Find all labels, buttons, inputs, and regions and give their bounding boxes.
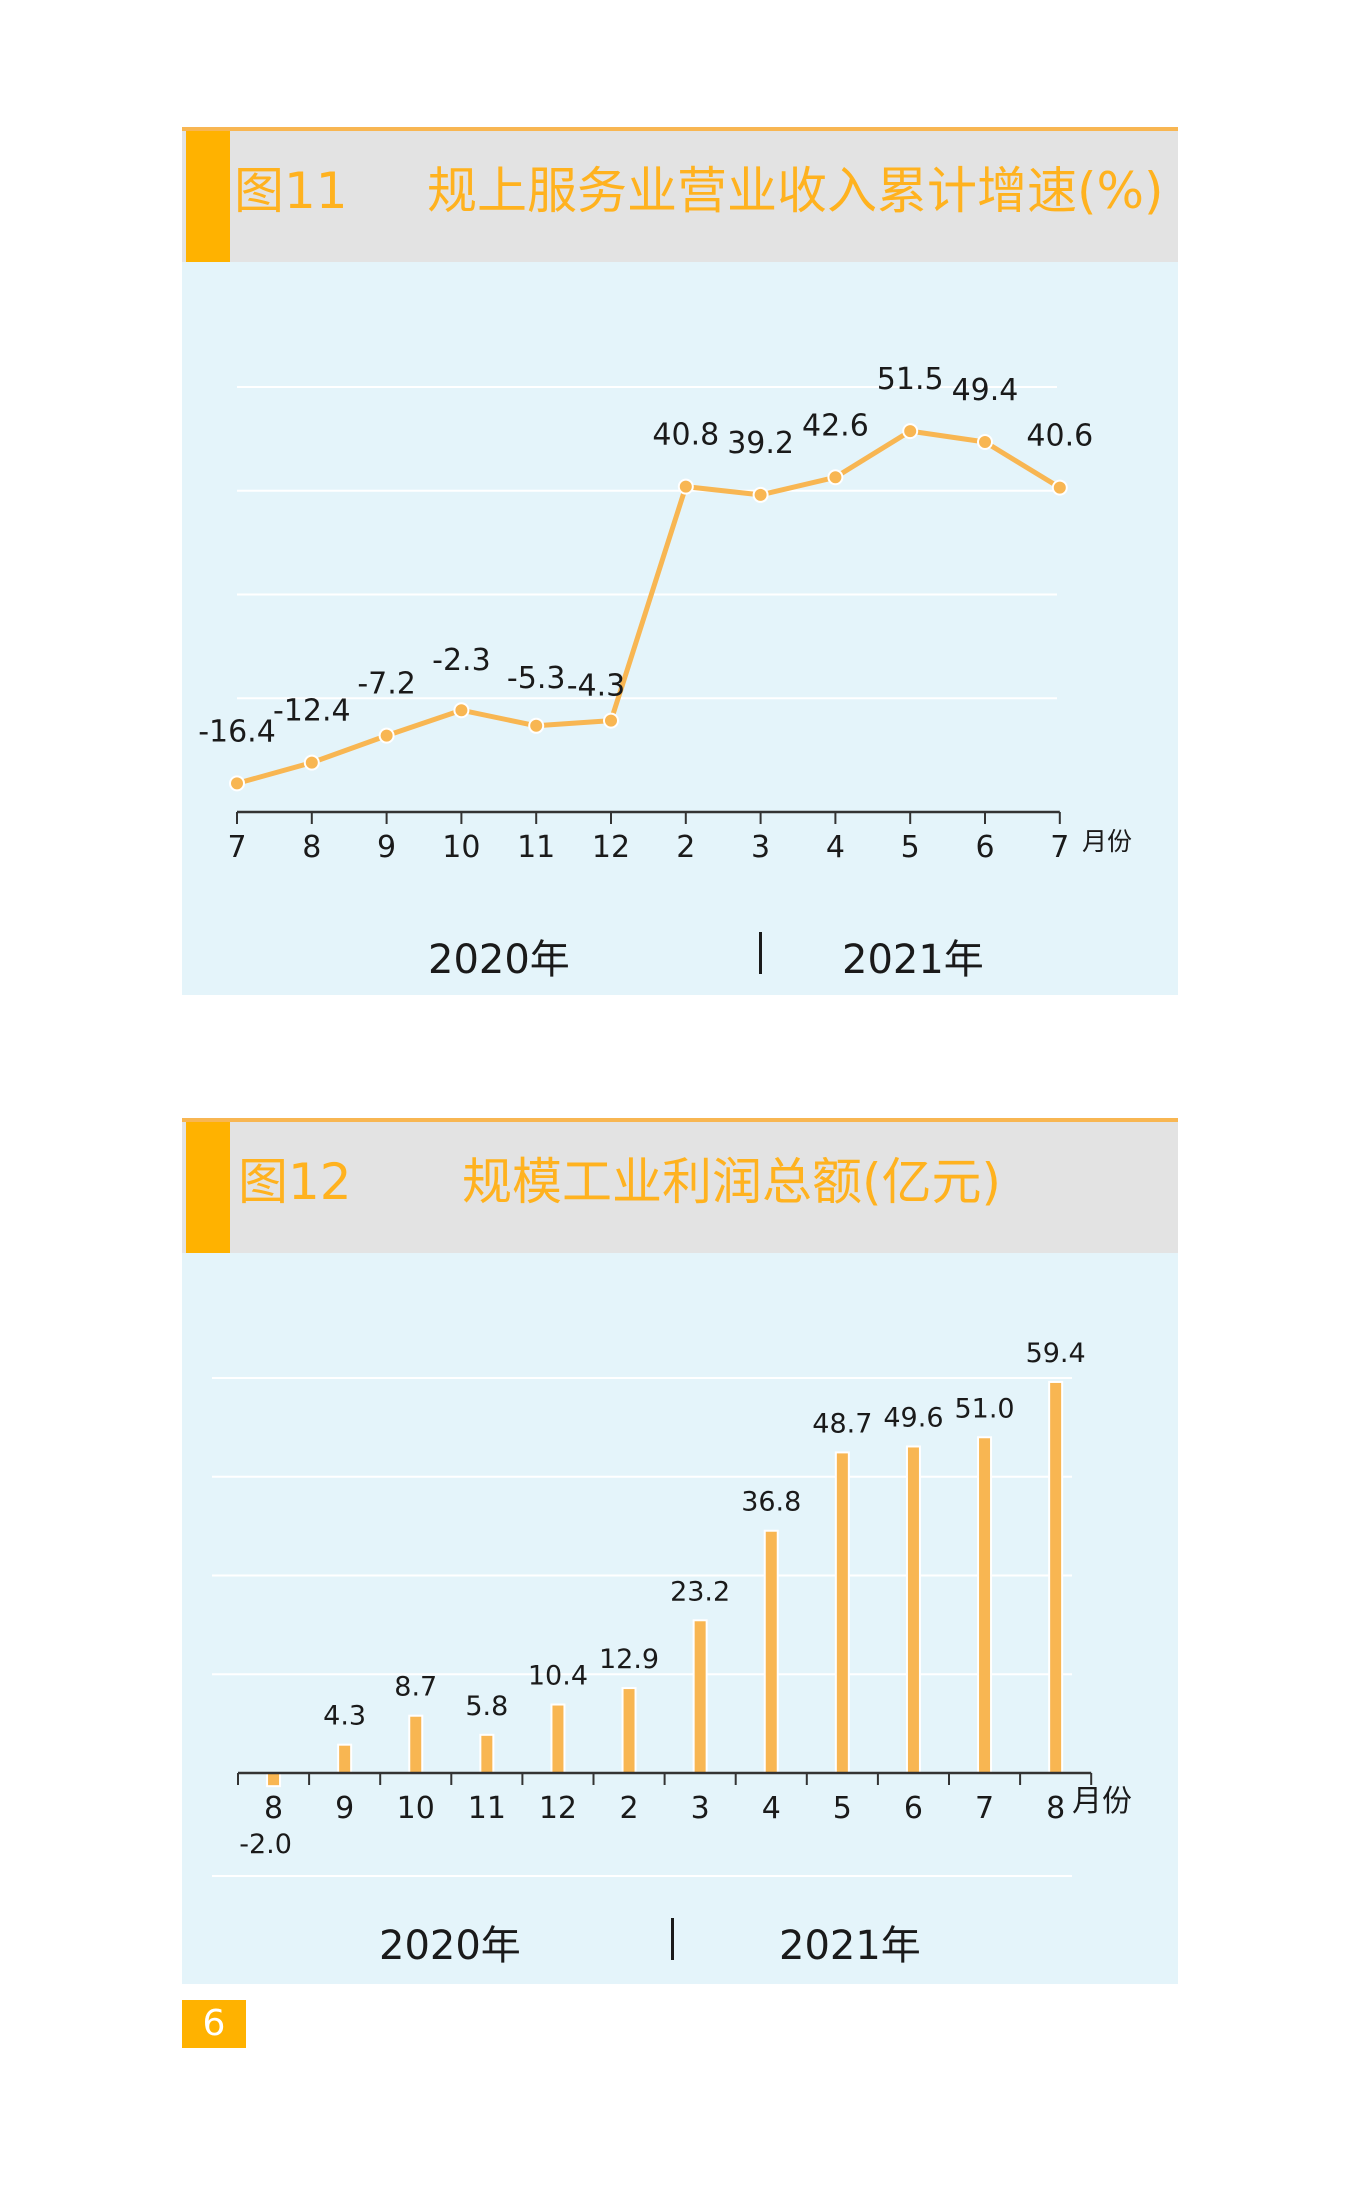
figure12-year-2020: 2020年 <box>379 1923 521 1969</box>
figure12-data-label: -2.0 <box>239 1829 292 1860</box>
figure11-data-label: 40.8 <box>652 418 719 453</box>
figure12-bar <box>479 1733 495 1775</box>
figure11-data-point <box>827 469 844 486</box>
figure12-bar <box>977 1436 993 1774</box>
figure12-number: 图12 <box>238 1153 352 1211</box>
figure11-x-tick-label: 5 <box>901 830 920 865</box>
figure12-bar <box>834 1451 850 1774</box>
figure12-year-separator <box>671 1918 674 1960</box>
figure12-year-2021: 2021年 <box>779 1923 921 1969</box>
figure11-data-label: -12.4 <box>273 694 351 729</box>
figure12-data-label: 23.2 <box>670 1576 730 1607</box>
figure12-plot-area: 8 9 10 11 12 2 3 4 5 6 7 8 月份 -2.0 4.3 8.7 5.8 10.4 12.9 23… <box>182 1253 1178 1984</box>
figure11-x-tick-label: 12 <box>592 830 630 865</box>
figure12-data-label: 36.8 <box>741 1487 801 1518</box>
figure11-unit-label: 月份 <box>1082 827 1132 856</box>
figure11-title: 规上服务业营业收入累计增速(%) <box>427 162 1164 220</box>
figure11-x-tick-label: 10 <box>442 830 480 865</box>
figure11-data-point <box>528 717 545 734</box>
figure11-series-line <box>236 428 1062 786</box>
figure12-x-tick-label: 9 <box>335 1791 354 1826</box>
figure12-bar <box>692 1619 708 1774</box>
figure12-x-tick-label: 4 <box>762 1791 781 1826</box>
figure12-header-accent <box>186 1122 230 1254</box>
figure11-header-accent <box>186 131 230 263</box>
figure11-year-separator <box>759 932 762 974</box>
figure12-bar <box>550 1703 566 1774</box>
figure12-x-tick-label: 6 <box>904 1791 923 1826</box>
figure11-data-point <box>303 754 320 771</box>
figure11-data-point <box>229 775 245 792</box>
figure11-data-label: -5.3 <box>507 661 566 696</box>
figure11-data-point <box>752 486 769 503</box>
figure11-data-point <box>1051 479 1068 496</box>
figure11-x-tick-label: 11 <box>517 830 555 865</box>
figure11-data-label: 40.6 <box>1026 419 1093 454</box>
figure12-panel: 图12 规模工业利润总额(亿元) 8 9 10 11 12 2 3 4 5 6 7 8 月份 -2.0 4.… <box>182 1118 1178 1984</box>
figure12-data-label: 4.3 <box>323 1701 366 1732</box>
figure12-bar <box>266 1772 282 1788</box>
figure12-x-tick-label: 3 <box>691 1791 710 1826</box>
figure12-bar <box>763 1529 779 1774</box>
figure11-x-tick-label: 8 <box>302 830 321 865</box>
figure11-x-tick-label: 7 <box>227 830 246 865</box>
figure12-unit-label: 月份 <box>1072 1784 1132 1819</box>
figure11-year-2020: 2020年 <box>428 937 570 983</box>
figure12-x-tick-label: 8 <box>1046 1791 1065 1826</box>
figure12-bar-chart: 8 9 10 11 12 2 3 4 5 6 7 8 月份-2.04.38.75.810.412.923… <box>212 1338 1132 1877</box>
figure11-data-label: 39.2 <box>727 426 794 461</box>
figure11-data-label: 42.6 <box>802 408 869 443</box>
figure11-x-tick-label: 6 <box>975 830 994 865</box>
figure11-data-point <box>603 712 619 729</box>
figure12-x-tick-label: 11 <box>468 1791 506 1826</box>
figure12-x-tick-label: 7 <box>975 1791 994 1826</box>
figure11-x-tick-label: 3 <box>751 830 770 865</box>
figure12-bar <box>621 1687 637 1775</box>
figure11-data-point <box>378 727 395 744</box>
figure11-data-label: -2.3 <box>432 643 491 678</box>
figure12-x-tick-label: 8 <box>264 1791 283 1826</box>
figure11-data-point <box>453 702 470 719</box>
figure12-bar <box>408 1714 424 1775</box>
figure12-data-label: 48.7 <box>812 1408 872 1439</box>
figure12-data-label: 8.7 <box>394 1672 437 1703</box>
figure12-x-tick-label: 10 <box>397 1791 435 1826</box>
figure11-line-chart: 7 8 9 10 11 12 2 3 4 5 6 7 月份 -16.4-12.4-7.2 -2.3 -5.3-… <box>198 362 1132 865</box>
figure12-data-label: 12.9 <box>599 1644 659 1675</box>
figure12-data-label: 10.4 <box>528 1661 588 1692</box>
figure12-title: 规模工业利润总额(亿元) <box>462 1153 1002 1211</box>
figure11-number: 图11 <box>234 162 348 220</box>
figure11-data-point <box>677 478 694 495</box>
figure11-header: 图11 规上服务业营业收入累计增速(%) <box>182 127 1178 263</box>
figure12-header: 图12 规模工业利润总额(亿元) <box>182 1118 1178 1254</box>
figure12-x-tick-label: 5 <box>833 1791 852 1826</box>
figure11-plot-area: 7 8 9 10 11 12 2 3 4 5 6 7 月份 -16.4 -12.4 -7.2 -2.3 -5.3-… <box>182 262 1178 995</box>
figure11-data-label: -4.3 <box>567 669 626 704</box>
figure11-panel: 图11 规上服务业营业收入累计增速(%) 7 8 9 10 11 12 2 3 4 5 6 7 月份 -1… <box>182 127 1178 995</box>
figure12-x-tick-label: 2 <box>620 1791 639 1826</box>
figure11-year-2021: 2021年 <box>842 937 984 983</box>
figure11-x-tick-label: 7 <box>1050 830 1069 865</box>
figure11-x-tick-label: 2 <box>676 830 695 865</box>
figure12-data-label: 5.8 <box>465 1691 508 1722</box>
figure12-bar <box>905 1445 921 1774</box>
figure11-data-point <box>902 423 919 440</box>
figure11-data-label: -7.2 <box>357 667 416 702</box>
figure11-x-tick-label: 9 <box>377 830 396 865</box>
figure12-data-label: 49.6 <box>883 1402 943 1433</box>
figure11-x-tick-label: 4 <box>826 830 845 865</box>
page-number: 6 <box>182 2000 246 2048</box>
figure11-data-label: 49.4 <box>952 373 1019 408</box>
figure11-data-label: -16.4 <box>198 714 276 749</box>
figure12-bar <box>1048 1380 1064 1774</box>
figure11-data-point <box>977 433 993 450</box>
figure11-data-label: 51.5 <box>877 362 944 397</box>
figure12-data-label: 59.4 <box>1026 1338 1086 1369</box>
figure12-bar <box>337 1743 353 1775</box>
figure12-x-tick-label: 12 <box>539 1791 577 1826</box>
figure12-data-label: 51.0 <box>954 1393 1014 1424</box>
